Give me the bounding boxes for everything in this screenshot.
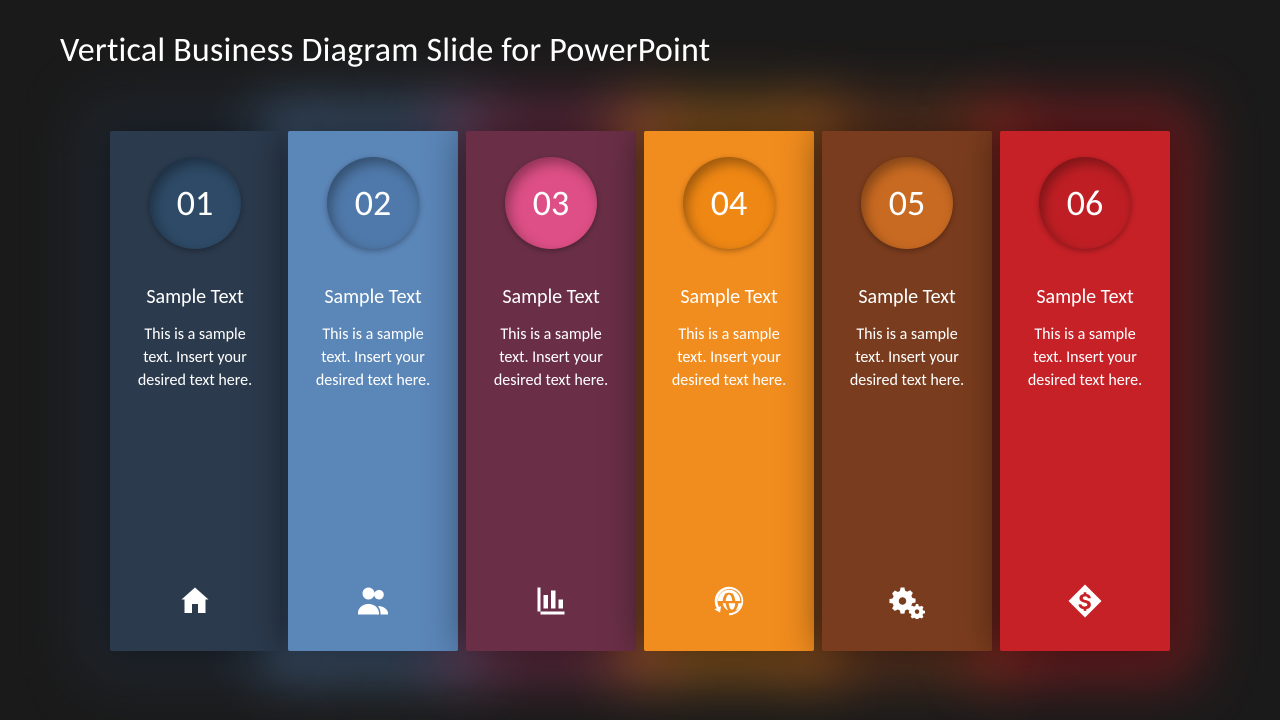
column-heading: Sample Text: [324, 285, 421, 309]
slide: Vertical Business Diagram Slide for Powe…: [0, 0, 1280, 720]
column-6: 06 Sample Text This is a sample text. Inse…: [1000, 131, 1170, 651]
column-heading: Sample Text: [146, 285, 243, 309]
dollar-icon: [1065, 581, 1105, 621]
number-circle: 05: [861, 157, 953, 249]
number-circle: 03: [505, 157, 597, 249]
column-heading: Sample Text: [1036, 285, 1133, 309]
column-body: This is a sample text. Insert your desir…: [304, 323, 442, 393]
column-2: 02 Sample Text This is a sample text. Inse…: [288, 131, 458, 651]
number-circle: 01: [149, 157, 241, 249]
column-heading: Sample Text: [858, 285, 955, 309]
column-4: 04 Sample Text This is a sample text. Inse…: [644, 131, 814, 651]
home-icon: [175, 581, 215, 621]
column-body: This is a sample text. Insert your desir…: [126, 323, 264, 393]
number-circle: 02: [327, 157, 419, 249]
column-heading: Sample Text: [680, 285, 777, 309]
column-body: This is a sample text. Insert your desir…: [482, 323, 620, 393]
bar-chart-icon: [531, 581, 571, 621]
column-heading: Sample Text: [502, 285, 599, 309]
globe-icon: [709, 581, 749, 621]
column-body: This is a sample text. Insert your desir…: [660, 323, 798, 393]
column-5: 05 Sample Text This is a sample text. Inse…: [822, 131, 992, 651]
users-icon: [353, 581, 393, 621]
columns-container: 01 Sample Text This is a sample text. Inse…: [60, 101, 1220, 680]
number-circle: 04: [683, 157, 775, 249]
column-body: This is a sample text. Insert your desir…: [838, 323, 976, 393]
column-3: 03 Sample Text This is a sample text. Inse…: [466, 131, 636, 651]
number-circle: 06: [1039, 157, 1131, 249]
slide-title: Vertical Business Diagram Slide for Powe…: [60, 30, 1220, 71]
column-body: This is a sample text. Insert your desir…: [1016, 323, 1154, 393]
column-1: 01 Sample Text This is a sample text. Inse…: [110, 131, 280, 651]
gears-icon: [887, 581, 927, 621]
